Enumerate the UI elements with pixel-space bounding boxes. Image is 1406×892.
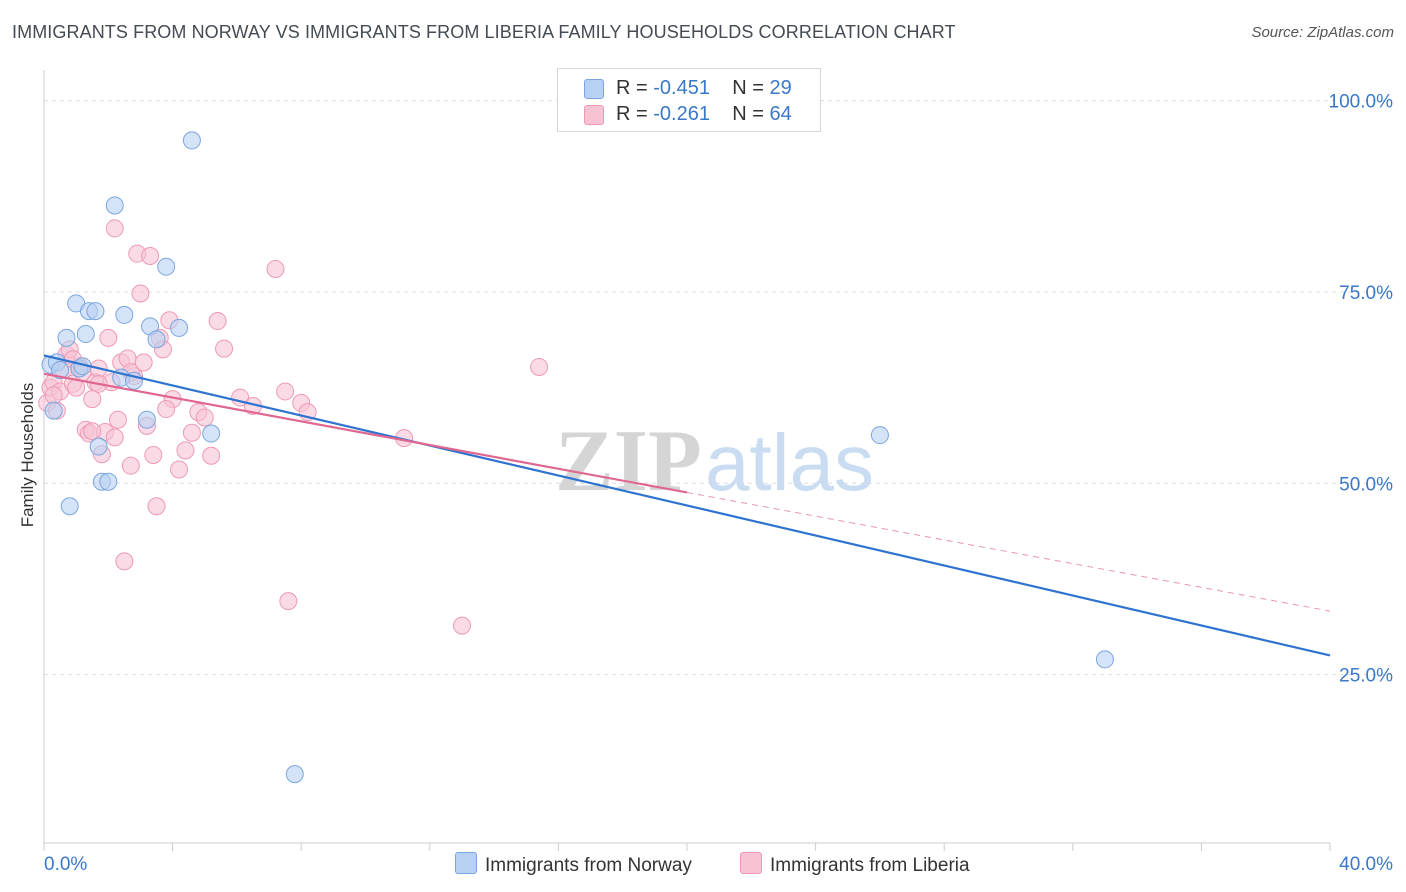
norway-point: [1095, 650, 1114, 669]
liberia-point: [202, 446, 221, 465]
stats-legend: R = -0.451 N = 29 R = -0.261 N = 64: [557, 68, 821, 132]
norway-point: [76, 325, 95, 344]
liberia-point: [176, 441, 195, 460]
bottom-legend-swatch-norway: [455, 852, 477, 874]
liberia-point: [115, 552, 134, 571]
liberia-point: [215, 339, 234, 358]
liberia-point: [134, 353, 153, 372]
liberia-point: [105, 219, 124, 238]
norway-point: [170, 318, 189, 337]
legend-liberia-r-label: R =: [616, 103, 654, 125]
norway-point: [147, 330, 166, 349]
liberia-point: [452, 616, 471, 635]
norway-point: [202, 424, 221, 443]
norway-point: [44, 401, 63, 420]
legend-swatch-liberia: [584, 105, 604, 125]
liberia-point: [208, 312, 227, 331]
liberia-point: [108, 410, 127, 429]
bottom-legend-norway: Immigrants from Norway: [455, 852, 692, 877]
norway-point: [60, 497, 79, 516]
watermark-atlas: atlas: [705, 418, 874, 507]
norway-point: [137, 410, 156, 429]
liberia-point: [131, 284, 150, 303]
liberia-trendline: [43, 372, 688, 494]
bottom-legend-label-liberia: Immigrants from Liberia: [770, 855, 970, 876]
x-tick-label: 0.0%: [44, 854, 87, 875]
norway-point: [105, 196, 124, 215]
legend-liberia-n-value: 64: [769, 103, 792, 125]
liberia-point: [530, 357, 549, 376]
tick-labels: 25.0% 50.0% 75.0% 100.0% 0.0% 40.0%: [44, 92, 1393, 875]
norway-point: [99, 472, 118, 491]
liberia-point: [147, 497, 166, 516]
bottom-legend-swatch-liberia: [740, 852, 762, 874]
norway-point: [157, 257, 176, 276]
axes: [43, 70, 1331, 851]
norway-point: [870, 426, 889, 445]
source-label: Source: ZipAtlas.com: [1251, 24, 1394, 41]
y-tick-label: 25.0%: [1339, 666, 1393, 687]
legend-norway-n-label: N =: [732, 77, 770, 99]
legend-norway-r-value: -0.451: [653, 77, 710, 99]
norway-point: [115, 305, 134, 324]
liberia-point: [121, 456, 140, 475]
liberia-trendline-extension: [686, 491, 1331, 612]
liberia-point: [157, 400, 176, 419]
norway-point: [86, 302, 105, 321]
liberia-point: [195, 408, 214, 427]
liberia-point: [83, 422, 102, 441]
liberia-point: [44, 386, 63, 405]
legend-norway-n-value: 29: [769, 77, 792, 99]
liberia-point: [182, 423, 201, 442]
legend-liberia-n-label: N =: [732, 103, 770, 125]
norway-point: [182, 131, 201, 150]
liberia-point: [83, 390, 102, 409]
norway-trendline: [43, 354, 1331, 657]
liberia-point: [141, 246, 160, 265]
liberia-point: [105, 428, 124, 447]
y-tick-label: 100.0%: [1329, 92, 1394, 113]
trend-lines: [43, 354, 1331, 657]
norway-point: [89, 437, 108, 456]
liberia-points: [38, 219, 549, 635]
legend-swatch-norway: [584, 79, 604, 99]
y-tick-label: 75.0%: [1339, 283, 1393, 304]
norway-point: [285, 765, 304, 784]
watermark-zip: ZIP: [555, 413, 702, 510]
bottom-legend-liberia: Immigrants from Liberia: [740, 852, 970, 877]
x-tick-label: 40.0%: [1339, 854, 1393, 875]
liberia-point: [99, 328, 118, 347]
liberia-point: [266, 259, 285, 278]
liberia-point: [276, 382, 295, 401]
norway-point: [51, 361, 70, 380]
liberia-point: [144, 445, 163, 464]
liberia-point: [279, 592, 298, 611]
norway-point: [57, 328, 76, 347]
grid-lines: [44, 100, 1392, 676]
chart-title: IMMIGRANTS FROM NORWAY VS IMMIGRANTS FRO…: [12, 22, 956, 42]
liberia-point: [170, 460, 189, 479]
legend-norway-r-label: R =: [616, 77, 654, 99]
legend-liberia-r-value: -0.261: [653, 103, 710, 125]
bottom-legend-label-norway: Immigrants from Norway: [485, 855, 692, 876]
y-tick-label: 50.0%: [1339, 474, 1393, 495]
